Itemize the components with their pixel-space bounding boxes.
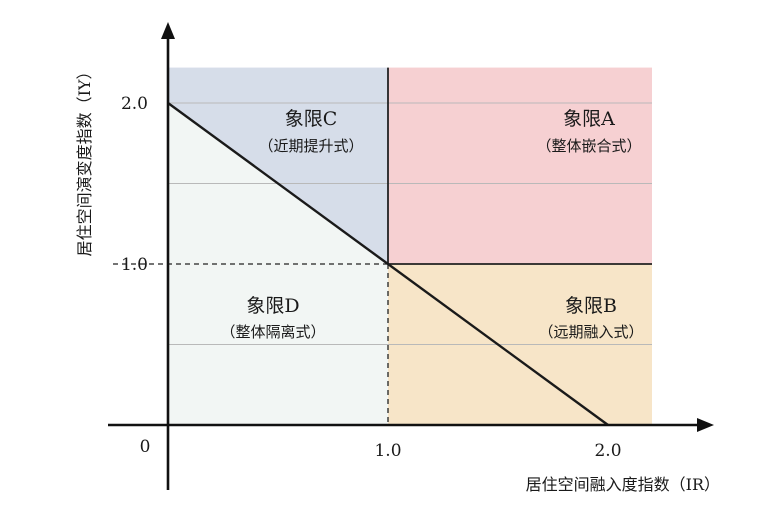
quadrant-a-subtitle: （整体嵌合式） [536,137,641,155]
quadrant-d-title: 象限D [246,295,299,317]
x-axis-title: 居住空间融入度指数（IR） [526,475,720,494]
origin-label: 0 [140,437,151,457]
quadrant-d-subtitle: （整体隔离式） [220,323,325,341]
quadrant-b-subtitle: （远期融入式） [538,323,643,341]
quadrant-c-subtitle: （近期提升式） [258,137,363,155]
gridlines [168,102,652,345]
y-tick-label: 1.0 [121,255,148,275]
x-tick-label: 2.0 [594,441,621,461]
quadrant-c-title: 象限C [285,108,338,130]
quadrant-a-title: 象限A [563,108,615,130]
x-tick-label: 1.0 [374,441,401,461]
quadrant-a-area [388,67,652,264]
y-tick-label: 2.0 [121,94,148,114]
x-axis-arrow-icon [697,418,714,432]
y-axis-arrow-icon [161,22,175,39]
diagonal-line [167,102,609,426]
y-axis-title: 居住空间演变度指数（IY） [75,64,94,257]
quadrant-b-title: 象限B [565,295,617,317]
